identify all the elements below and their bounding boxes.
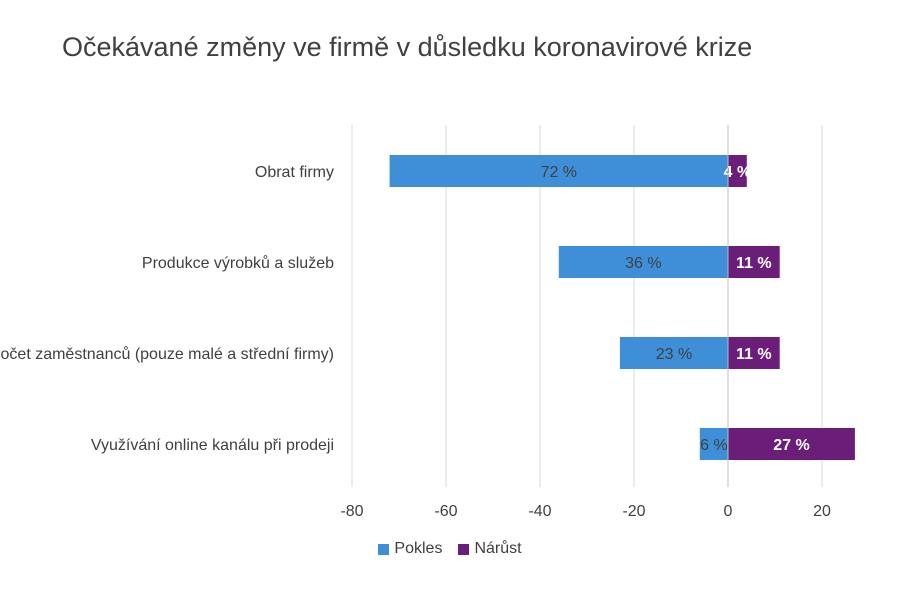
data-label: 27 %	[773, 437, 809, 454]
x-tick-label: -60	[434, 503, 457, 520]
data-label: 6 %	[700, 437, 728, 454]
bar-pokles	[558, 246, 728, 278]
category-label: Počet zaměstnanců (pouze malé a střední …	[0, 345, 334, 363]
legend-swatch-narust	[458, 543, 470, 555]
legend-item-pokles: Pokles	[378, 540, 442, 558]
data-label: 23 %	[656, 346, 692, 363]
x-tick-label: -80	[340, 503, 363, 520]
data-label: 11 %	[736, 346, 772, 363]
legend-label-pokles: Pokles	[394, 540, 443, 557]
bar-narust	[728, 246, 780, 278]
x-tick-label: 20	[813, 503, 831, 520]
legend-label-narust: Nárůst	[474, 540, 522, 557]
bar-narust	[728, 337, 780, 369]
legend-item-narust: Nárůst	[458, 540, 522, 558]
bar-narust	[728, 155, 747, 187]
category-label: Produkce výrobků a služeb	[142, 254, 334, 272]
data-label: 11 %	[736, 255, 772, 272]
data-label: 72 %	[541, 164, 577, 181]
legend: Pokles Nárůst	[0, 540, 900, 558]
category-label: Využívání online kanálu při prodeji	[91, 437, 334, 454]
bar-pokles	[699, 428, 728, 460]
bar-pokles	[389, 155, 728, 187]
category-label: Obrat firmy	[255, 164, 334, 181]
data-label: 36 %	[625, 255, 661, 272]
bar-narust	[728, 428, 855, 460]
bar-pokles	[619, 337, 728, 369]
data-label: 4 %	[724, 164, 752, 181]
x-tick-label: 0	[724, 503, 733, 520]
chart-title: Očekávané změny ve firmě v důsledku koro…	[62, 32, 753, 62]
x-tick-label: -40	[528, 503, 551, 520]
x-tick-label: -20	[622, 503, 645, 520]
legend-swatch-pokles	[378, 543, 390, 555]
